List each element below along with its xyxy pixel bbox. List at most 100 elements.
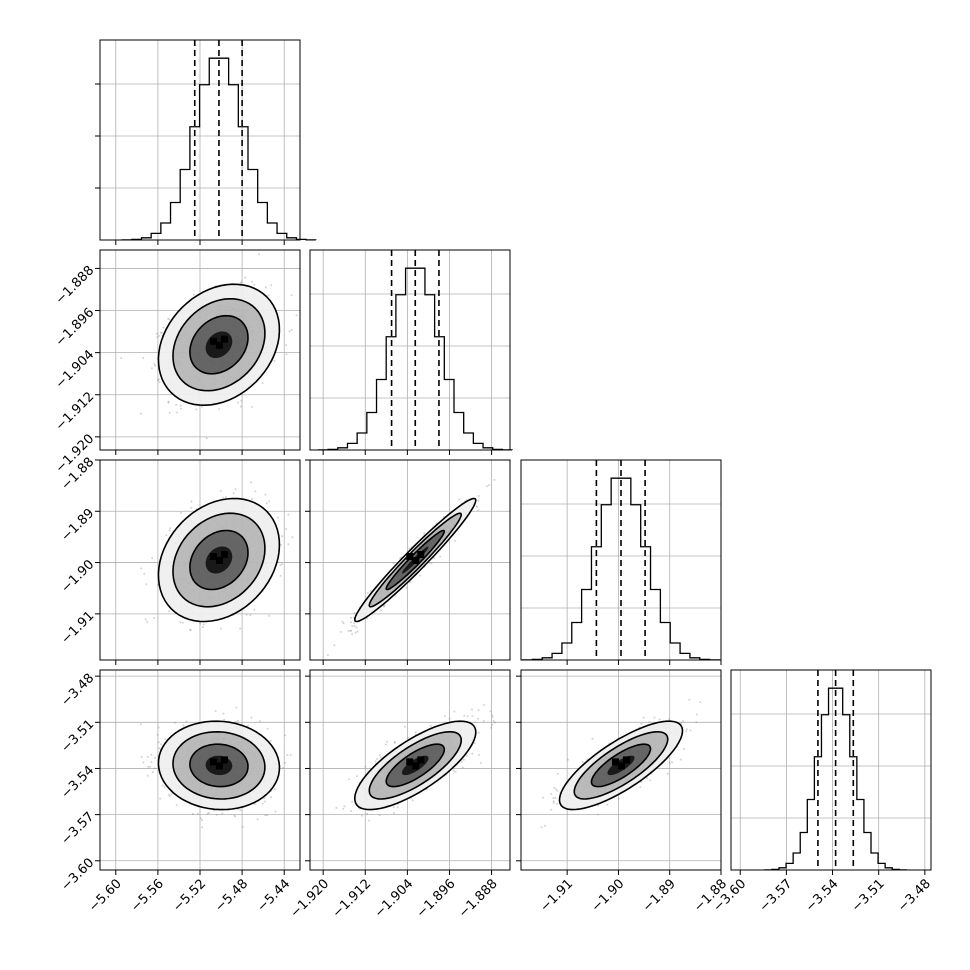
- scatter-point: [168, 529, 171, 532]
- scatter-point: [181, 451, 183, 453]
- scatter-point: [261, 382, 264, 385]
- histogram-bar: [464, 433, 474, 450]
- scatter-point: [153, 616, 155, 619]
- scatter-point: [351, 633, 354, 636]
- scatter-point: [179, 621, 182, 624]
- histogram-bar: [209, 58, 219, 240]
- histogram-bar: [878, 863, 885, 870]
- scatter-point: [270, 284, 273, 287]
- histogram-bar: [377, 379, 387, 450]
- scatter-point: [234, 488, 237, 491]
- scatter-point: [218, 408, 221, 411]
- histogram-bar: [277, 233, 287, 240]
- histogram-bar: [229, 85, 239, 240]
- scatter-point: [254, 490, 257, 493]
- scatter-point: [140, 412, 143, 415]
- scatter-point: [160, 331, 163, 334]
- scatter-point: [268, 500, 271, 503]
- histogram-bar: [161, 223, 171, 240]
- histogram-bar: [572, 623, 582, 660]
- histogram-bar: [829, 688, 836, 870]
- scatter-point: [214, 710, 217, 713]
- scatter-point: [195, 408, 198, 411]
- scatter-point: [168, 318, 171, 321]
- scatter-point: [151, 367, 153, 370]
- scatter-point: [145, 583, 148, 586]
- histogram-bar: [367, 413, 377, 450]
- histogram-bar: [651, 589, 661, 660]
- scatter-point: [261, 802, 264, 805]
- scatter-point: [156, 336, 159, 339]
- scatter-point: [250, 716, 253, 719]
- y-tick-label: −1.89: [59, 506, 98, 545]
- scatter-point: [250, 498, 253, 500]
- scatter-point: [189, 629, 192, 632]
- scatter-point: [274, 810, 277, 813]
- histogram-bar: [843, 715, 850, 870]
- scatter-point: [239, 281, 242, 284]
- scatter-point: [264, 286, 267, 289]
- scatter-point: [146, 621, 149, 624]
- scatter-point: [158, 381, 161, 384]
- scatter-point: [347, 629, 350, 632]
- histogram-bar: [793, 853, 800, 870]
- scatter-point: [288, 330, 291, 333]
- histogram-bar: [601, 505, 611, 660]
- histogram-step: [521, 477, 721, 661]
- histogram-bar: [611, 478, 621, 660]
- scatter-point: [279, 574, 282, 577]
- scatter-point: [290, 294, 293, 297]
- scatter-point: [144, 618, 147, 621]
- histogram-bar: [248, 169, 258, 240]
- scatter-point: [253, 608, 256, 611]
- scatter-point: [339, 630, 342, 633]
- density-peak-block: [220, 551, 228, 558]
- scatter-point: [476, 506, 479, 508]
- scatter-point: [295, 314, 298, 317]
- histogram-bar: [396, 295, 406, 450]
- scatter-point: [269, 739, 272, 742]
- scatter-point: [153, 767, 156, 770]
- scatter-point: [192, 293, 195, 296]
- scatter-point: [279, 543, 282, 546]
- y-tick-label: −1.904: [53, 347, 98, 392]
- histogram-bar: [258, 203, 268, 240]
- y-tick-label: −1.912: [53, 389, 98, 434]
- scatter-point: [353, 612, 356, 614]
- scatter-panel-2-1: [305, 459, 511, 665]
- scatter-point: [477, 495, 480, 497]
- y-tick-label: −1.91: [59, 609, 98, 648]
- scatter-point: [235, 706, 238, 709]
- scatter-point: [181, 621, 184, 624]
- scatter-point: [163, 786, 166, 789]
- histogram-bar: [621, 478, 631, 660]
- scatter-point: [162, 326, 165, 329]
- scatter-point: [189, 628, 192, 631]
- scatter-point: [239, 809, 242, 812]
- scatter-point: [276, 516, 279, 519]
- histogram-bar: [660, 623, 670, 660]
- scatter-point: [287, 543, 290, 546]
- scatter-point: [140, 567, 143, 570]
- density-layer: [140, 481, 294, 632]
- scatter-point: [250, 405, 253, 408]
- density-peak-block: [417, 551, 425, 558]
- density-peak-block: [406, 553, 414, 560]
- scatter-point: [354, 631, 357, 634]
- histogram-bar: [786, 863, 793, 870]
- histogram-bar: [631, 505, 641, 660]
- scatter-point: [350, 616, 352, 619]
- density-contour: [157, 283, 281, 407]
- histogram-step: [121, 57, 317, 241]
- scatter-point: [143, 572, 146, 575]
- histogram-bar: [267, 223, 277, 240]
- histogram-step: [764, 687, 908, 871]
- panel-frame: [309, 249, 511, 451]
- scatter-point: [237, 401, 239, 404]
- density-peak-block: [209, 553, 217, 560]
- scatter-point: [256, 818, 259, 821]
- scatter-point: [380, 609, 382, 612]
- scatter-point: [157, 379, 160, 382]
- scatter-point: [279, 564, 282, 567]
